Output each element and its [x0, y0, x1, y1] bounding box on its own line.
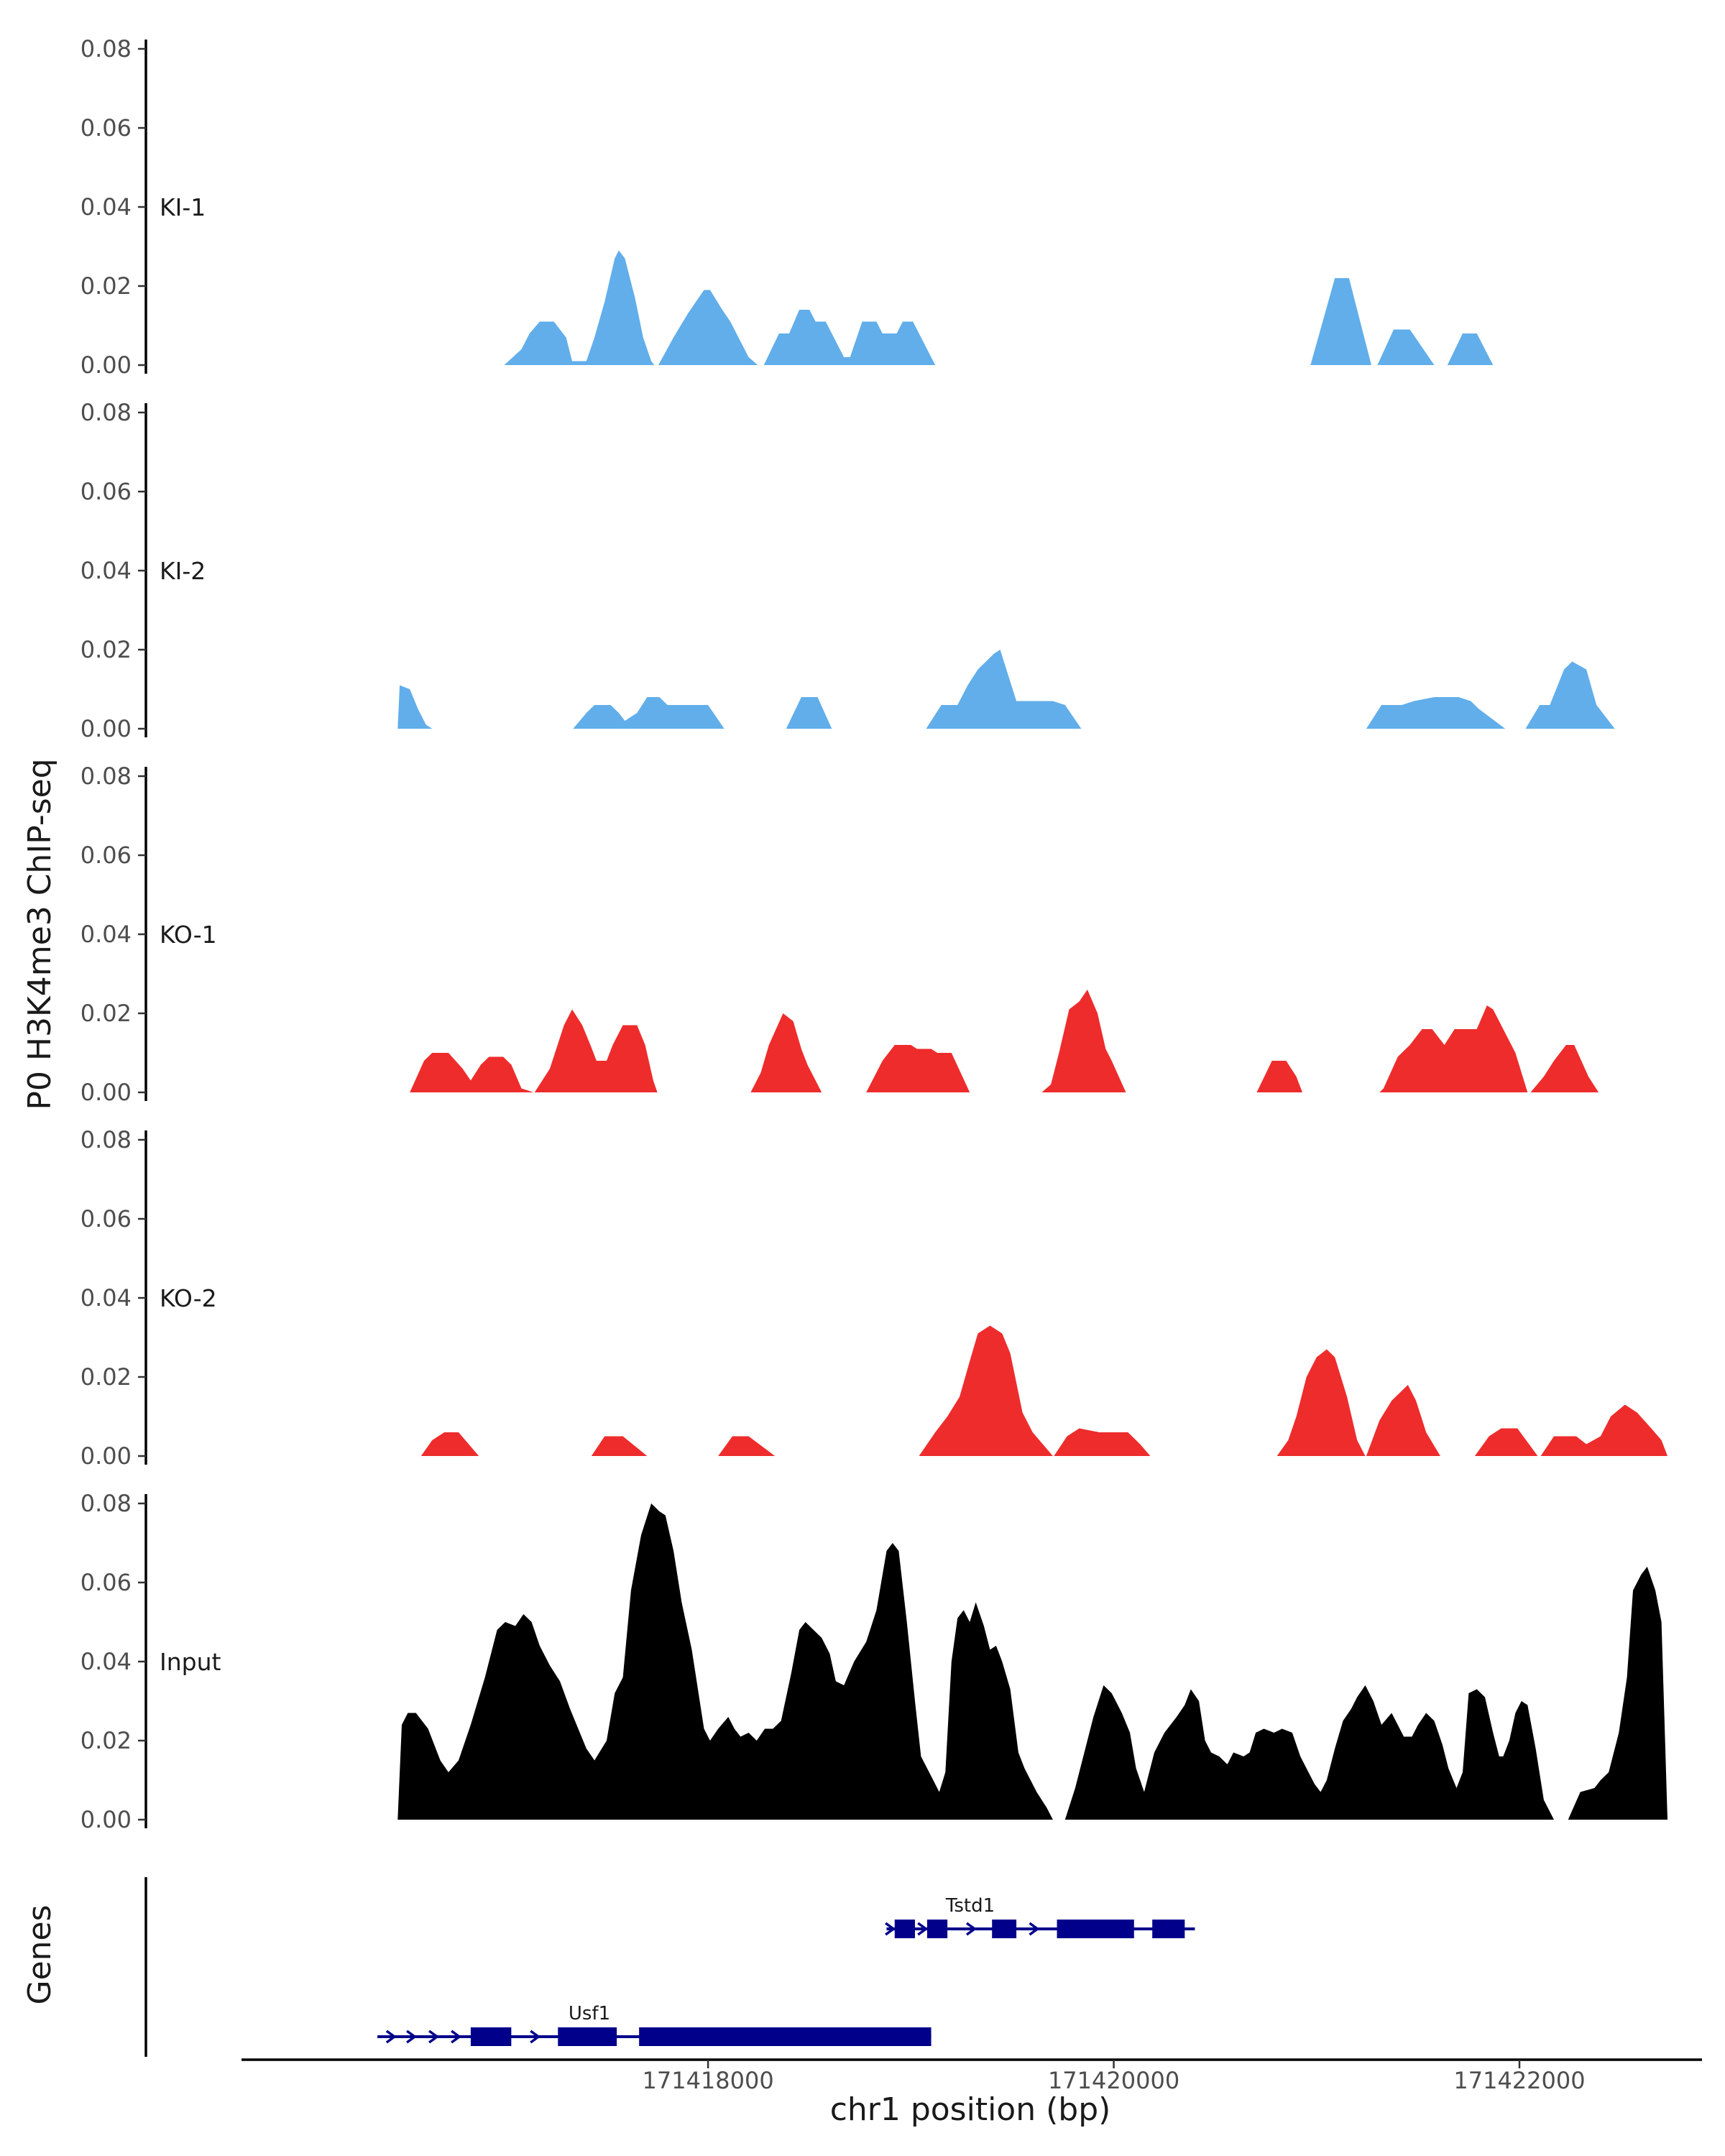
gene-exon [1152, 1920, 1185, 1938]
y-tick-label: 0.04 [80, 193, 132, 221]
y-tick-label: 0.06 [80, 114, 132, 142]
track-ko-1: 0.00 0.02 0.04 0.06 0.08 KO-1 [80, 763, 1599, 1106]
y-tick-label: 0.06 [80, 1569, 132, 1596]
gene-exon [992, 1920, 1017, 1938]
gene-exon [470, 2027, 512, 2046]
x-tick-label: 171422000 [1453, 2067, 1585, 2094]
y-tick-label: 0.08 [80, 399, 132, 426]
strand-arrow-icon [428, 2030, 440, 2044]
track-ki-1: 0.00 0.02 0.04 0.06 0.08 KI-1 [80, 35, 1494, 379]
y-tick-label: 0.02 [80, 1363, 132, 1391]
x-axis: 171418000 171420000 171422000 [242, 2058, 1702, 2094]
y-tick-label: 0.08 [80, 1126, 132, 1153]
gene-exon [1057, 1920, 1134, 1938]
gene-exon [639, 2027, 932, 2046]
gene-exon [558, 2027, 617, 2046]
y-tick-label: 0.04 [80, 557, 132, 584]
y-tick-label: 0.08 [80, 1490, 132, 1517]
y-tick-label: 0.00 [80, 1442, 132, 1470]
y-tick-label: 0.08 [80, 35, 132, 63]
track-label: KO-2 [160, 1284, 217, 1312]
coverage-area-ko-1 [410, 990, 1599, 1092]
y-tick-label: 0.02 [80, 1727, 132, 1754]
coverage-area-ko-2 [420, 1325, 1668, 1456]
y-tick-label: 0.00 [80, 351, 132, 379]
strand-arrow-icon [1029, 1922, 1040, 1936]
y-tick-label: 0.00 [80, 1079, 132, 1106]
y-tick-label: 0.02 [80, 636, 132, 663]
coverage-area-ki-2 [397, 650, 1615, 729]
y-tick-label: 0.06 [80, 1205, 132, 1233]
y-tick-label: 0.02 [80, 272, 132, 300]
gene-usf1: Usf1 [377, 2003, 932, 2046]
genes-panel: Tstd1 Usf1 [144, 1877, 1195, 2057]
strand-arrow-icon [917, 1922, 929, 1936]
y-tick-label: 0.04 [80, 921, 132, 948]
y-tick-label: 0.06 [80, 842, 132, 869]
coverage-area-input [397, 1503, 1668, 1820]
y-tick-label: 0.04 [80, 1648, 132, 1675]
y-axis-title: P0 H3K4me3 ChIP-seq [22, 758, 58, 1110]
strand-arrow-icon [885, 1922, 896, 1936]
y-tick-label: 0.06 [80, 478, 132, 505]
genes-axis-title: Genes [22, 1904, 58, 2004]
strand-arrow-icon [965, 1922, 977, 1936]
y-tick-label: 0.00 [80, 715, 132, 742]
y-tick-label: 0.00 [80, 1806, 132, 1833]
strand-arrow-icon [530, 2030, 541, 2044]
track-label: KO-1 [160, 921, 217, 949]
strand-arrow-icon [385, 2030, 397, 2044]
y-tick-label: 0.08 [80, 763, 132, 790]
y-tick-label: 0.04 [80, 1284, 132, 1312]
gene-tstd1: Tstd1 [885, 1895, 1195, 1938]
track-label: Input [160, 1648, 221, 1676]
x-tick-label: 171418000 [642, 2067, 773, 2094]
gene-exon [926, 1920, 948, 1938]
track-input: 0.00 0.02 0.04 0.06 0.08 Input [80, 1490, 1668, 1833]
x-tick-label: 171420000 [1048, 2067, 1179, 2094]
gene-label: Tstd1 [945, 1895, 995, 1917]
strand-arrow-icon [451, 2030, 462, 2044]
x-axis-title: chr1 position (bp) [830, 2091, 1111, 2128]
gene-exon [894, 1920, 915, 1938]
track-ko-2: 0.00 0.02 0.04 0.06 0.08 KO-2 [80, 1126, 1668, 1470]
strand-arrow-icon [406, 2030, 418, 2044]
track-ki-2: 0.00 0.02 0.04 0.06 0.08 KI-2 [80, 399, 1615, 742]
coverage-area-ki-1 [504, 250, 1494, 365]
track-label: KI-2 [160, 557, 206, 585]
gene-label: Usf1 [569, 2003, 610, 2024]
y-tick-label: 0.02 [80, 1000, 132, 1027]
coverage-tracks: 0.00 0.02 0.04 0.06 0.08 KI-1 0.00 0.02 0.04 0.06… [80, 35, 1668, 1833]
track-label: KI-1 [160, 193, 206, 221]
